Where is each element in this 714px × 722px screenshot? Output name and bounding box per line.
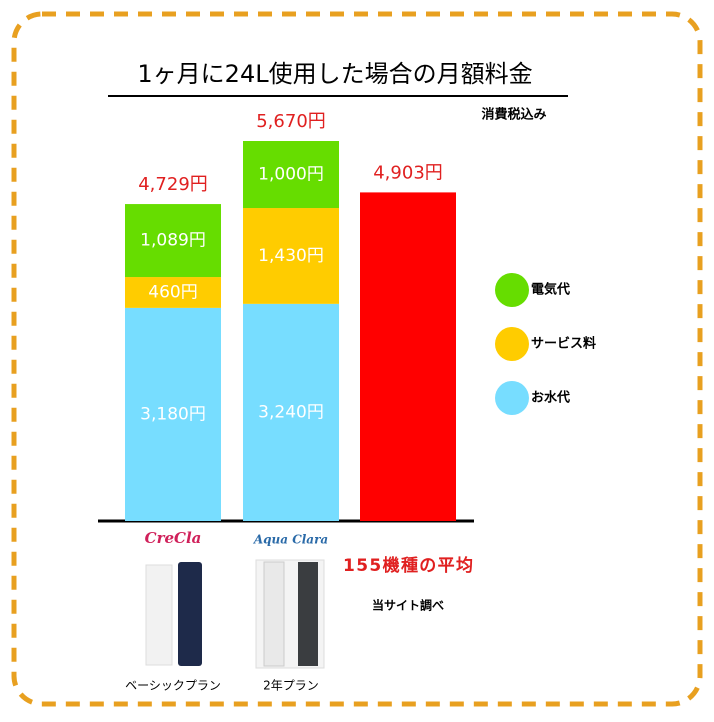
subtitle: 消費税込み xyxy=(481,107,546,123)
bar-segment xyxy=(125,307,221,521)
category-logo: Aqua Clara xyxy=(253,533,328,547)
bar xyxy=(360,192,456,522)
total-label: 4,903円 xyxy=(373,162,443,183)
product-images xyxy=(145,559,325,669)
bar-segment xyxy=(125,277,221,308)
segment-label: 460円 xyxy=(148,282,197,302)
legend-swatch xyxy=(495,327,529,361)
plan-label: ベーシックプラン xyxy=(125,679,221,693)
legend-swatch xyxy=(495,381,529,415)
note: 当サイト調べ xyxy=(372,598,444,613)
frame xyxy=(11,11,703,707)
bar-segment xyxy=(243,303,339,521)
segment-label: 3,240円 xyxy=(258,402,324,422)
total-label: 5,670円 xyxy=(256,111,326,132)
segment-label: 3,180円 xyxy=(140,404,206,424)
bar-segment xyxy=(125,204,221,278)
legend-label: お水代 xyxy=(531,390,570,406)
bar-segment xyxy=(243,141,339,209)
category-label: 155機種の平均 xyxy=(343,555,473,576)
segment-label: 1,430円 xyxy=(258,246,324,266)
category-logo: CreCla xyxy=(145,529,202,547)
bar-segment xyxy=(243,208,339,304)
total-label: 4,729円 xyxy=(138,174,208,195)
plan-label: 2年プラン xyxy=(263,679,319,693)
segment-label: 1,089円 xyxy=(140,231,206,251)
legend-label: サービス料 xyxy=(531,336,596,352)
segment-label: 1,000円 xyxy=(258,165,324,185)
legend-label: 電気代 xyxy=(531,282,570,298)
chart-title: 1ヶ月に24L使用した場合の月額料金 xyxy=(137,60,532,88)
legend-swatch xyxy=(495,273,529,307)
